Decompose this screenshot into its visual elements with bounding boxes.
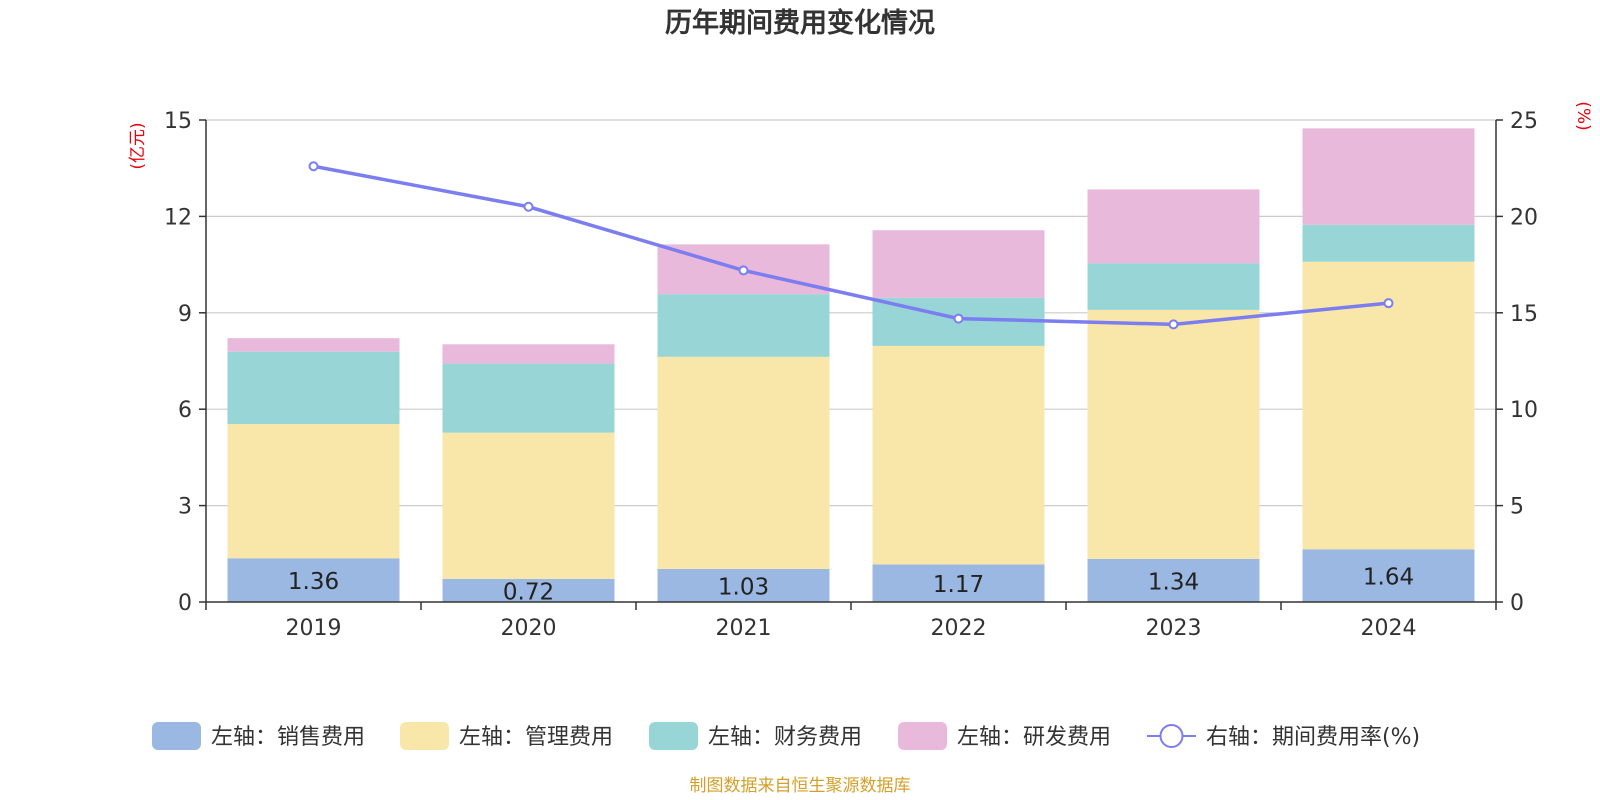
legend-label: 左轴：管理费用 [459, 725, 613, 750]
x-axis-tick-label: 2023 [1146, 616, 1202, 641]
bar-segment-1 [657, 568, 830, 602]
bar-data-label: 0.72 [503, 579, 554, 605]
legend-swatch [898, 722, 947, 750]
rate-point [1383, 298, 1394, 309]
right-axis-tick-label: 20 [1510, 205, 1538, 230]
bar-segment-2 [227, 423, 400, 559]
bar-segment-2 [872, 345, 1045, 565]
bar-series [227, 128, 1475, 602]
left-axis-tick-label: 6 [178, 398, 192, 423]
bar-segment-3 [657, 294, 830, 357]
x-axis-tick-label: 2024 [1361, 616, 1417, 641]
right-axis-tick-label: 0 [1510, 591, 1524, 616]
axes: 0 3 6 9 12 15 0 5 10 15 20 25 2019 2020 2021 2022 2023 20… [164, 109, 1538, 641]
legend-label: 右轴：期间费用率(%) [1206, 725, 1420, 750]
bar-segment-4 [872, 230, 1045, 298]
chart-title: 历年期间费用变化情况 [665, 7, 935, 39]
bar-segment-2 [1087, 309, 1260, 559]
x-axis-tick-label: 2022 [931, 616, 987, 641]
right-axis-tick-label: 25 [1510, 109, 1538, 134]
bar-segment-4 [227, 338, 400, 352]
left-axis-tick-label: 9 [178, 302, 192, 327]
bar-segment-4 [442, 344, 615, 364]
legend-label: 左轴：研发费用 [957, 725, 1111, 750]
right-axis-tick-label: 5 [1510, 495, 1524, 520]
bar-segment-2 [442, 432, 615, 579]
bar-segment-1 [442, 578, 615, 602]
left-axis-tick-label: 3 [178, 495, 192, 520]
line-series [308, 161, 1394, 330]
legend-label: 左轴：销售费用 [211, 725, 365, 750]
bar-segment-3 [1087, 263, 1260, 310]
bar-data-label: 1.03 [718, 574, 769, 600]
rate-line [313, 164, 1389, 327]
grid-lines [206, 119, 1496, 507]
rate-point [308, 161, 319, 172]
source-note: 制图数据来自恒生聚源数据库 [690, 776, 911, 796]
left-axis-tick-label: 0 [178, 591, 192, 616]
legend-swatch [152, 722, 201, 750]
bar-segment-4 [1087, 189, 1260, 264]
bar-segment-3 [442, 363, 615, 433]
bar-segment-1 [1302, 549, 1475, 602]
legend-swatch [400, 722, 449, 750]
bar-segment-3 [227, 351, 400, 424]
left-axis-unit: (亿元) [128, 122, 148, 169]
right-axis-tick-label: 15 [1510, 302, 1538, 327]
left-axis-tick-label: 15 [164, 109, 192, 134]
left-axis-tick-label: 12 [164, 205, 192, 230]
right-axis-tick-label: 10 [1510, 398, 1538, 423]
data-labels: 1.36 0.72 1.03 1.17 1.34 1.64 [288, 565, 1414, 606]
bar-segment-4 [1302, 128, 1475, 225]
bar-data-label: 1.17 [933, 572, 984, 598]
rate-point [738, 265, 749, 276]
x-axis-tick-label: 2020 [501, 616, 557, 641]
bar-data-label: 1.34 [1148, 569, 1199, 595]
bar-data-label: 1.36 [288, 569, 339, 595]
rate-point [953, 313, 964, 324]
bar-data-label: 1.64 [1363, 565, 1414, 591]
right-axis-unit: (%) [1573, 101, 1593, 130]
legend-swatch-marker [1159, 724, 1184, 748]
bar-segment-3 [1302, 224, 1475, 262]
bar-segment-1 [1087, 558, 1260, 602]
legend-label: 左轴：财务费用 [708, 725, 862, 750]
legend: 左轴：销售费用 左轴：管理费用 左轴：财务费用 左轴：研发费用 右轴：期间费用率(%) [152, 722, 1420, 750]
bar-segment-1 [227, 558, 400, 602]
x-axis-tick-label: 2021 [716, 616, 772, 641]
bar-segment-2 [657, 356, 830, 569]
rate-point [1168, 319, 1179, 330]
x-axis-tick-label: 2019 [286, 616, 342, 641]
bar-segment-1 [872, 564, 1045, 602]
rate-point [523, 201, 534, 212]
legend-swatch [649, 722, 698, 750]
